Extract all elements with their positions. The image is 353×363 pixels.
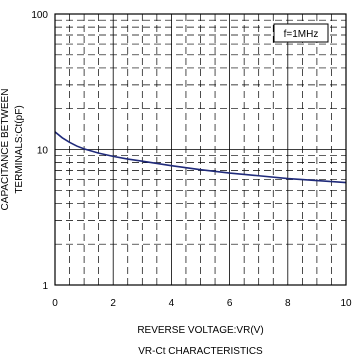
x-tick-label: 6 (227, 298, 233, 309)
x-tick-labels: 0 2 4 6 8 10 (52, 298, 352, 309)
y-axis-label-line2: TERMINALS:Ct(pF) (14, 105, 25, 193)
series-line (54, 131, 347, 184)
y-tick-label: 1 (42, 281, 48, 292)
x-tick-label: 0 (52, 298, 58, 309)
y-tick-label: 100 (31, 10, 48, 21)
chart-caption: VR-Ct CHARACTERISTICS (138, 346, 263, 357)
plot-frame (54, 13, 347, 286)
annotation-box (273, 23, 329, 43)
x-tick-label: 8 (285, 298, 291, 309)
series-layer (54, 131, 347, 184)
x-tick-label: 2 (110, 298, 116, 309)
y-tick-labels: 1 10 100 (31, 10, 48, 292)
annotation-text: f=1MHz (284, 29, 319, 40)
x-tick-label: 4 (169, 298, 175, 309)
grid (55, 14, 346, 285)
annotation: f=1MHz (273, 23, 329, 43)
x-tick-label: 10 (340, 298, 352, 309)
x-axis-label: REVERSE VOLTAGE:VR(V) (137, 325, 263, 336)
y-axis-label-line1: CAPACITANCE BETWEEN (0, 89, 11, 211)
y-tick-label: 10 (37, 146, 49, 157)
